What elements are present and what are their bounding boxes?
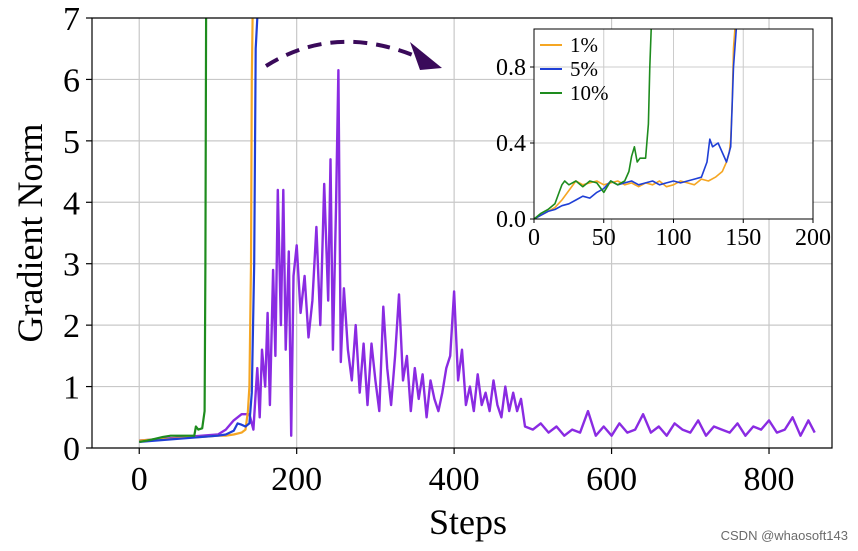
annotation-arrow-line (264, 39, 421, 68)
main-xlabel: Steps (429, 502, 507, 542)
main-series-line (139, 18, 259, 443)
main-plot-frame (91, 17, 833, 449)
inset-xtick-label: 100 (656, 225, 692, 251)
inset-legend-label: 1% (570, 33, 598, 57)
inset-xtick-label: 50 (592, 225, 616, 251)
main-ytick-label: 7 (63, 1, 80, 38)
main-series-line (139, 18, 254, 442)
watermark: CSDN @whaosoft143 (720, 528, 848, 543)
inset-legend-label: 5% (570, 57, 598, 81)
inset-series-group (534, 29, 738, 219)
inset-xtick-label: 150 (725, 225, 761, 251)
main-ytick-label: 0 (63, 431, 80, 468)
inset-xtick-label: 200 (795, 225, 831, 251)
inset-ytick-label: 0.4 (496, 131, 526, 157)
main-xtick-label: 800 (744, 461, 795, 498)
inset-series-line (534, 29, 652, 219)
main-xtick-label: 0 (131, 461, 148, 498)
main-series-line (139, 68, 816, 442)
main-series-group (139, 18, 816, 443)
main-xtick-label: 400 (429, 461, 480, 498)
inset-series-line (534, 29, 738, 219)
main-ytick-label: 4 (63, 185, 80, 222)
main-ylabel: Gradient Norm (10, 124, 50, 343)
main-series-line (139, 18, 208, 443)
annotation-arrow-head (410, 42, 442, 70)
inset-series-line (534, 29, 736, 219)
inset-ytick-label: 0.8 (496, 55, 526, 81)
main-ytick-label: 5 (63, 124, 80, 161)
main-xtick-label: 600 (586, 461, 637, 498)
inset-xtick-label: 0 (528, 225, 540, 251)
inset-ytick-label: 0.0 (496, 207, 526, 233)
main-ytick-label: 2 (63, 308, 80, 345)
main-ytick-label: 1 (63, 370, 80, 407)
inset-legend-label: 10% (570, 81, 609, 105)
main-ytick-label: 3 (63, 247, 80, 284)
main-xtick-label: 200 (271, 461, 322, 498)
main-ytick-label: 6 (63, 62, 80, 99)
